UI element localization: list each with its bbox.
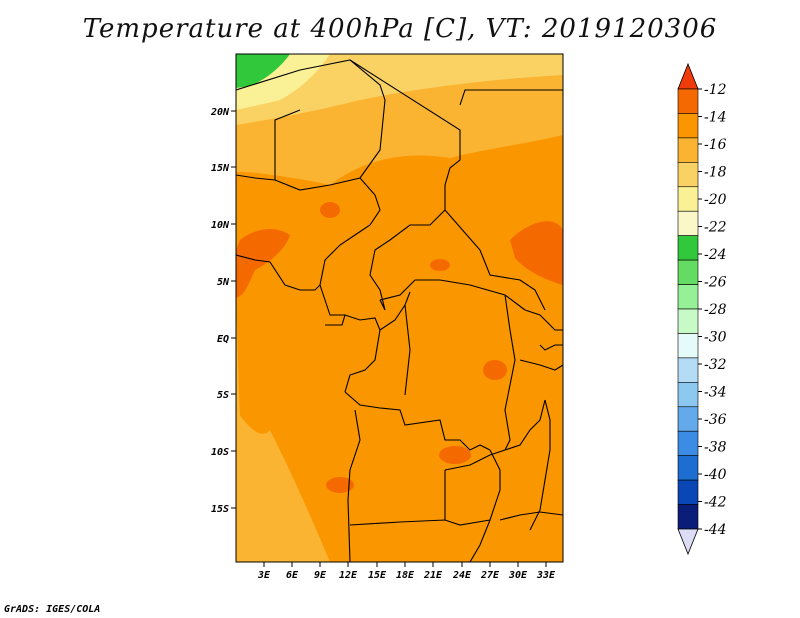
lat-label: EQ [217,334,229,345]
colorbar-box [677,259,699,285]
colorbar-box [677,186,699,212]
field-region-12-f [483,360,507,380]
lon-label: 18E [396,570,415,581]
colorbar-box [677,479,699,505]
lon-label: 33E [536,570,556,581]
colorbar-label: -22 [704,220,727,236]
map-title: Temperature at 400hPa [C], VT: 201912030… [82,14,718,44]
colorbar-box [677,88,699,114]
lat-label: 10N [211,220,230,231]
colorbar-boxes [677,88,699,530]
field-region-12-e [320,202,340,218]
colorbar-label: -40 [704,467,727,483]
colorbar-label: -18 [704,165,727,181]
colorbar-label: -28 [704,302,727,318]
lat-label: 15S [211,504,229,515]
lon-label: 3E [257,570,271,581]
lat-label: 15N [211,163,230,174]
colorbar-box [677,113,699,139]
colorbar-label: -12 [704,82,727,98]
lat-label: 10S [211,447,229,458]
colorbar-label: -44 [704,522,727,538]
field-region-12-g [430,259,450,271]
colorbar-box [677,137,699,163]
colorbar-label: -42 [704,495,727,511]
colorbar-box [677,504,699,530]
colorbar-bottom-triangle [677,528,699,556]
colorbar-box [677,308,699,334]
lon-axis: 3E 6E 9E 12E 15E 18E 21E 24E 27E 30E 33E [257,562,556,581]
lon-label: 30E [508,570,528,581]
map-frame [235,53,564,563]
field-region-12-b [510,221,563,285]
colorbar-box [677,284,699,310]
colorbar-box [677,455,699,481]
colorbar-box [677,406,699,432]
colorbar: -12 -14 -16 -18 -20 -22 -24 -26 -28 -30 -32 -34 -36 -… [677,62,727,556]
field-region-12-c [326,477,354,493]
colorbar-box [677,333,699,359]
field-region-12-a [236,228,290,298]
field-region-12-d [439,446,471,464]
colorbar-box [677,430,699,456]
lon-label: 27E [480,570,500,581]
lat-label: 5S [217,390,229,401]
field-region-18 [236,54,563,125]
colorbar-label: -24 [704,247,727,263]
lat-label: 5N [217,277,230,288]
field-region-24 [236,54,290,88]
colorbar-box [677,235,699,261]
colorbar-label: -30 [704,330,727,346]
colorbar-label: -34 [704,385,727,401]
country-borders [236,59,563,562]
colorbar-box [677,162,699,188]
colorbar-labels: -12 -14 -16 -18 -20 -22 -24 -26 -28 -30 -32 -34 -36 -… [698,82,727,538]
colorbar-label: -32 [704,357,727,373]
field-region-16-west [236,410,330,562]
colorbar-label: -16 [704,137,727,153]
field-region-16-north [236,85,563,185]
colorbar-box [677,357,699,383]
lon-label: 24E [452,570,472,581]
lon-label: 15E [368,570,387,581]
credit-text: GrADS: IGES/COLA [4,604,101,615]
colorbar-box [677,382,699,408]
lat-label: 20N [210,107,230,118]
lon-label: 12E [339,570,358,581]
colorbar-label: -14 [704,110,727,126]
colorbar-label: -20 [704,192,727,208]
colorbar-label: -38 [704,440,727,456]
field-region-14 [236,130,563,562]
colorbar-box [677,210,699,236]
lat-axis: 20N 15N 10N 5N EQ 5S 10S 15S [210,107,236,515]
colorbar-top-triangle [677,62,699,90]
lon-label: 9E [314,570,327,581]
lon-label: 21E [423,570,443,581]
colorbar-label: -26 [704,275,727,291]
temperature-field [236,54,563,562]
colorbar-label: -36 [704,412,727,428]
lon-label: 6E [286,570,299,581]
